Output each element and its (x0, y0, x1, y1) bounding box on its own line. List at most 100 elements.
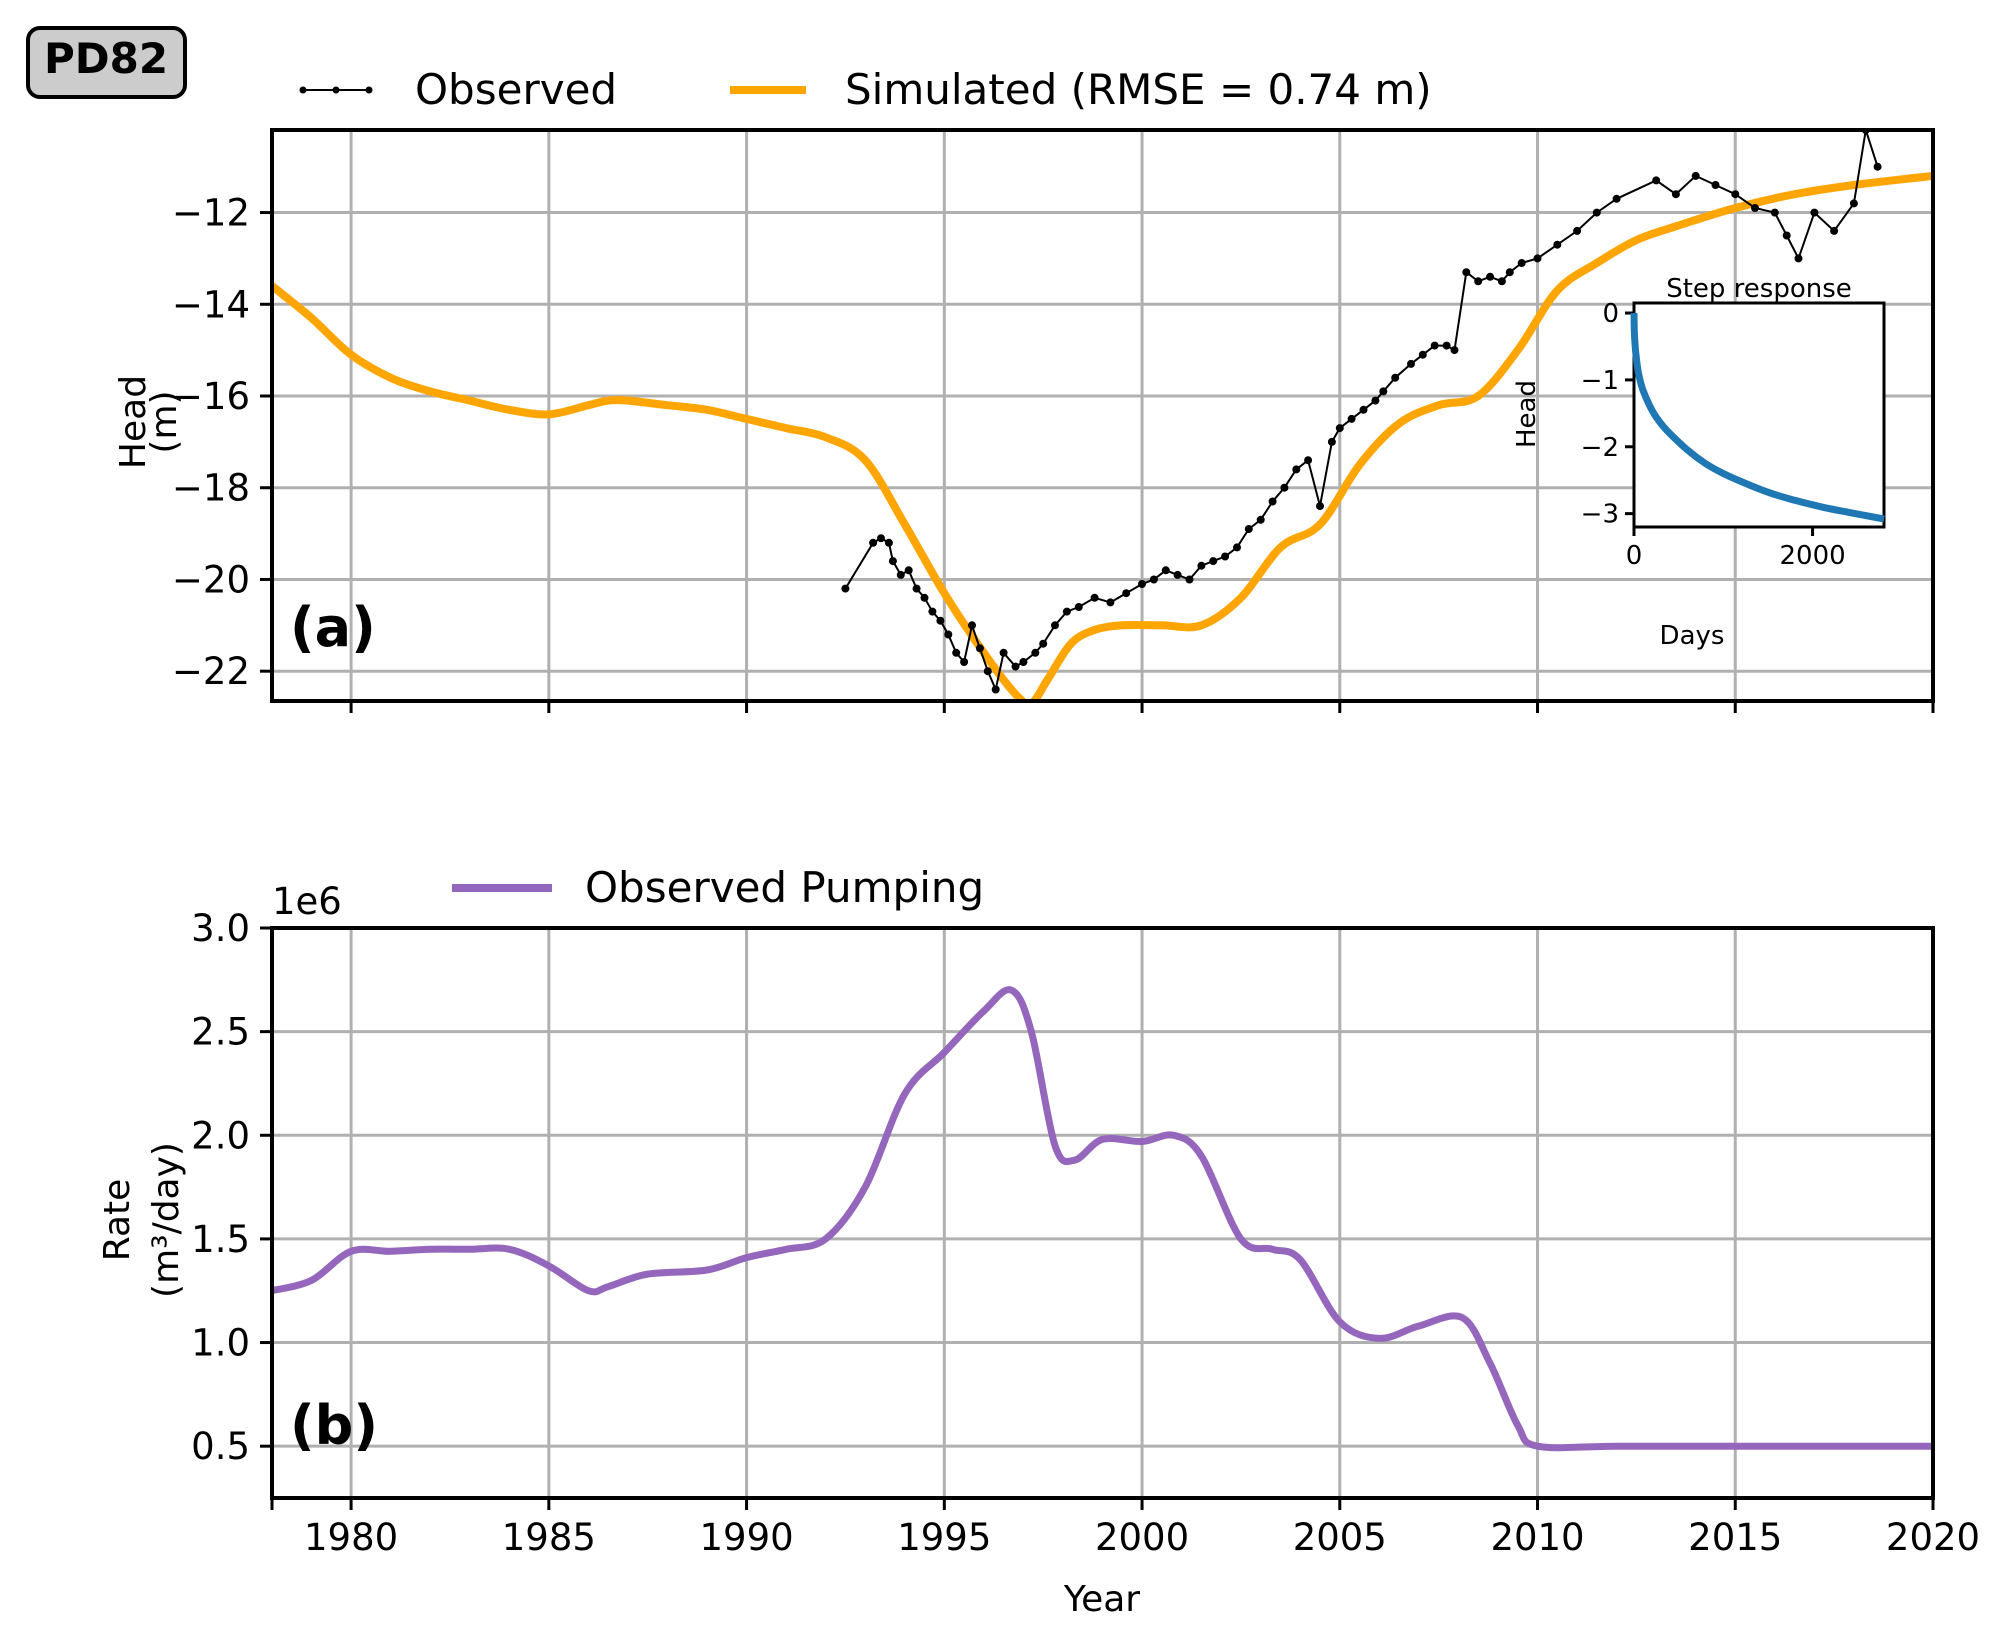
inset-xlabel: Days (1660, 621, 1725, 651)
observed-point (1486, 272, 1495, 281)
observed-point (1173, 570, 1182, 579)
observed-point (1256, 515, 1265, 524)
ytick-label-a: −12 (172, 192, 250, 235)
observed-point (960, 658, 969, 666)
observed-point (1497, 277, 1506, 286)
observed-point (975, 644, 984, 653)
xtick-label-b: 1990 (699, 1516, 793, 1559)
observed-point (1691, 171, 1700, 180)
panel-label-b: (b) (290, 1394, 378, 1457)
well-badge-box (26, 26, 187, 99)
series-line-simulated (272, 171, 1933, 701)
series-group-b (272, 986, 1933, 1452)
observed-point (1731, 190, 1740, 199)
observed-point (1347, 414, 1356, 423)
observed-point (983, 667, 992, 676)
legend-observed-dot (299, 86, 307, 94)
inset-marks (1630, 312, 1885, 523)
ytick-label-b: 2.5 (191, 1011, 250, 1054)
well-badge-text: PD82 (44, 34, 168, 83)
ytick-label-b: 3.0 (191, 907, 250, 950)
observed-point (1391, 373, 1400, 382)
observed-point (999, 648, 1008, 657)
marks-a (272, 130, 1933, 701)
inset-ticks: 0 2000 0 −1 −2 −3 (1581, 299, 1846, 571)
ylabel-a-line1: Head (113, 375, 154, 469)
observed-point (952, 648, 961, 657)
observed-point (1418, 350, 1427, 359)
observed-point (1652, 176, 1661, 185)
ylabel-a-line2: (m) (144, 390, 185, 453)
observed-point (1268, 497, 1277, 506)
series-group-a (272, 130, 1933, 701)
ytick-label-b: 2.0 (191, 1114, 250, 1157)
observed-point (1138, 580, 1146, 588)
observed-point (1209, 557, 1218, 566)
observed-point (1149, 575, 1158, 584)
observed-point (1794, 254, 1803, 263)
ylabel-b-line2: (m³/day) (146, 1142, 187, 1298)
observed-point (991, 685, 1000, 694)
inset-step-response: 0 2000 0 −1 −2 −3 Step response Days Head (1512, 274, 1886, 651)
observed-point (1074, 603, 1083, 611)
observed-point (1830, 226, 1839, 235)
legend-observed-dot (365, 86, 373, 94)
inset-ytick-label: 0 (1602, 299, 1619, 329)
observed-point (1505, 268, 1514, 277)
observed-point (1280, 483, 1289, 492)
observed-point (1407, 359, 1415, 368)
inset-ytick-label: −1 (1581, 366, 1619, 396)
observed-point (1051, 621, 1059, 630)
observed-point (1770, 208, 1779, 217)
observed-point (1849, 199, 1858, 208)
scale-label-b: 1e6 (272, 880, 342, 923)
panel-b: Observed Pumping 1980 1985 1990 1995 2000 200… (97, 863, 1980, 1620)
observed-point (1371, 396, 1380, 405)
observed-point (1873, 162, 1882, 171)
observed-point (1304, 456, 1313, 465)
observed-point (1782, 231, 1791, 240)
series-line-observed (844, 130, 1879, 693)
series-line-pumping (272, 986, 1933, 1452)
ticks-a: −22−20−18−16−14−12 (172, 192, 1935, 713)
xlabel-b: Year (1063, 1579, 1140, 1620)
observed-point (1711, 181, 1720, 189)
observed-point (1450, 346, 1459, 355)
observed-point (1019, 658, 1028, 666)
observed-point (1359, 405, 1368, 414)
observed-point (1751, 204, 1759, 212)
legend-b: Observed Pumping (452, 863, 984, 912)
xtick-label-b: 2015 (1688, 1516, 1782, 1559)
observed-point (888, 557, 897, 566)
observed-point (912, 584, 921, 593)
xtick-label-b: 2000 (1095, 1516, 1189, 1559)
grid-b (272, 928, 1933, 1498)
observed-point (1090, 593, 1099, 602)
ticks-b: 1980 1985 1990 1995 2000 2005 2010 2015 2020 0.5 1… (191, 907, 1980, 1559)
xtick-label-b: 1985 (502, 1516, 596, 1559)
observed-point (1474, 277, 1483, 286)
observed-point (920, 593, 929, 602)
observed-point (1122, 589, 1131, 598)
observed-point (1517, 259, 1526, 267)
observed-point (1442, 341, 1451, 350)
legend-observed-dot (332, 86, 340, 94)
observed-point (877, 534, 885, 543)
observed-point (884, 538, 893, 547)
legend-observed-label: Observed (415, 65, 617, 114)
observed-point (936, 616, 945, 625)
observed-point (1430, 341, 1439, 350)
inset-ytick-label: −3 (1581, 500, 1619, 530)
observed-point (1573, 226, 1582, 235)
xtick-label-b: 1995 (897, 1516, 991, 1559)
observed-point (1031, 648, 1040, 657)
observed-point (1533, 254, 1542, 263)
xtick-label-b: 2020 (1886, 1516, 1980, 1559)
inset-title: Step response (1666, 274, 1852, 304)
inset-xtick-label: 0 (1626, 541, 1643, 571)
observed-point (1335, 424, 1344, 433)
inset-frame (1632, 301, 1886, 529)
observed-point (1327, 437, 1336, 446)
observed-point (1233, 543, 1241, 552)
observed-point (1316, 502, 1324, 511)
